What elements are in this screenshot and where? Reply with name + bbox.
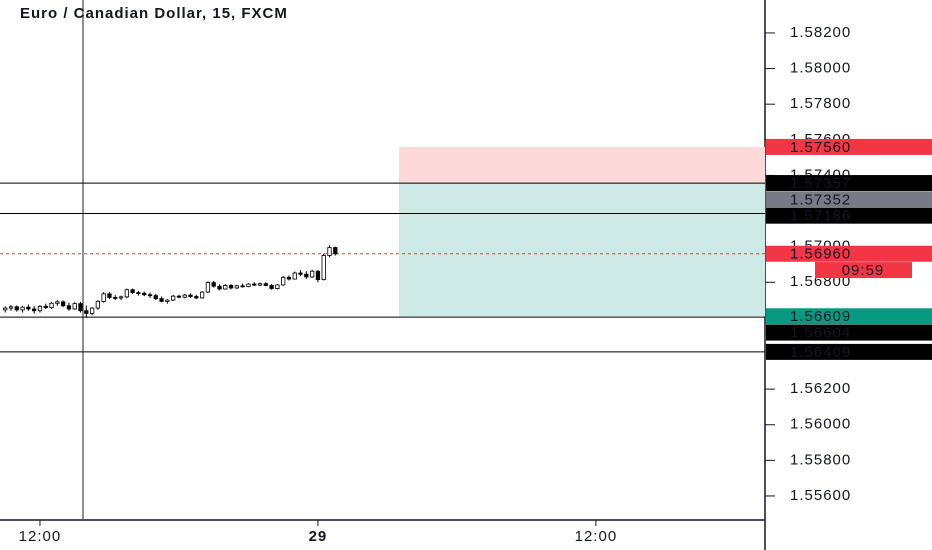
candle-body <box>234 285 239 289</box>
price-label-box <box>766 245 932 262</box>
candle-body <box>101 293 106 302</box>
candle-body <box>118 296 124 299</box>
candle-body <box>333 247 338 255</box>
candle-body <box>130 289 135 293</box>
candle-body <box>55 301 60 304</box>
candle-body <box>321 255 326 280</box>
candle-body <box>298 272 303 275</box>
candle-body <box>84 310 89 314</box>
price-label: 1.57186 <box>790 208 851 225</box>
price-label: 1.57560 <box>790 139 851 156</box>
candle-body <box>60 301 66 307</box>
candle-body <box>217 285 222 290</box>
candle-body <box>124 289 129 298</box>
candle-body <box>37 305 43 312</box>
y-tick-label: 1.56000 <box>790 416 851 433</box>
y-tick-label: 1.56200 <box>790 380 851 397</box>
candle-body <box>3 307 8 311</box>
y-tick-label: 1.58000 <box>790 60 851 77</box>
candle-body <box>26 306 31 310</box>
candle-body <box>153 295 158 300</box>
price-label-box <box>766 191 932 208</box>
candle-body <box>89 307 95 314</box>
price-label-box <box>766 308 932 325</box>
candle-body <box>147 294 153 297</box>
candle-body <box>199 291 205 299</box>
y-tick-label: 1.55600 <box>790 487 851 504</box>
candle-body <box>252 283 257 286</box>
target-zone <box>399 183 765 317</box>
candle-body <box>8 306 14 309</box>
candle-body <box>142 292 147 296</box>
candle-body <box>269 285 274 289</box>
price-label-box <box>766 207 932 224</box>
candle-body <box>223 285 228 290</box>
candle-body <box>315 270 321 280</box>
candle-body <box>113 296 118 299</box>
countdown-label: 09:59 <box>842 262 885 279</box>
candle-body <box>49 302 54 308</box>
candle-body <box>310 270 315 278</box>
candle-body <box>275 284 280 289</box>
candle-body <box>211 282 216 287</box>
candle-body <box>188 294 193 297</box>
y-tick-label: 1.57800 <box>790 95 851 112</box>
candle-body <box>72 303 77 310</box>
candle-body <box>159 298 164 302</box>
candle-body <box>257 283 263 286</box>
candle-body <box>205 282 211 293</box>
price-label: 1.56609 <box>790 308 851 325</box>
price-label-box <box>766 343 932 360</box>
price-label: 1.56604 <box>790 325 851 342</box>
x-tick-label: 29 <box>309 528 328 545</box>
candle-body <box>14 306 19 311</box>
price-label: 1.56409 <box>790 344 851 361</box>
price-label: 1.57357 <box>790 175 851 192</box>
candle-body <box>78 303 83 312</box>
candle-body <box>292 272 297 280</box>
price-label: 1.56960 <box>790 246 851 263</box>
chart-title: Euro / Canadian Dollar, 15, FXCM <box>20 5 288 22</box>
price-label-box <box>766 175 932 192</box>
candle-body <box>20 306 25 311</box>
price-label-box <box>766 138 932 155</box>
candle-body <box>240 285 245 288</box>
candle-body <box>246 283 251 287</box>
candle-body <box>32 308 37 312</box>
stop-zone <box>399 146 765 184</box>
candle-body <box>182 294 187 298</box>
candle-body <box>304 273 309 278</box>
candle-body <box>43 305 48 308</box>
candle-body <box>194 296 199 299</box>
y-tick-label: 1.58200 <box>790 24 851 41</box>
x-tick-label: 12:00 <box>575 528 618 545</box>
candle-body <box>171 295 176 301</box>
candle-body <box>327 247 332 256</box>
candle-body <box>165 299 170 302</box>
x-tick-label: 12:00 <box>19 528 62 545</box>
price-label-box <box>766 324 932 341</box>
candle-body <box>136 292 141 294</box>
candle-body <box>107 293 112 298</box>
candle-body <box>66 305 72 310</box>
candle-body <box>281 276 286 286</box>
candle-body <box>286 276 292 280</box>
countdown-box <box>815 262 912 279</box>
y-tick-label: 1.55800 <box>790 451 851 468</box>
candle-body <box>263 283 268 286</box>
candle-body <box>95 301 101 309</box>
candle-body <box>228 285 234 289</box>
price-label: 1.57352 <box>790 191 851 208</box>
candle-body <box>176 295 182 298</box>
